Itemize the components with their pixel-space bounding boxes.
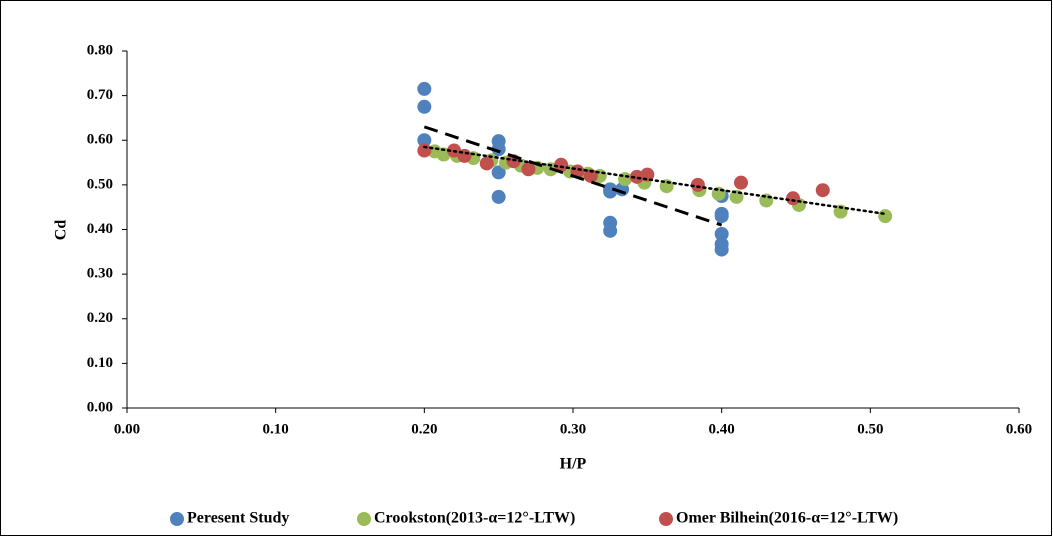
point xyxy=(786,191,801,206)
point xyxy=(629,169,644,184)
point xyxy=(690,177,705,192)
legend-marker xyxy=(170,512,184,526)
point xyxy=(759,193,774,208)
point xyxy=(491,189,506,204)
y-tick-label: 0.50 xyxy=(87,176,113,192)
y-tick-label: 0.10 xyxy=(87,355,113,371)
point xyxy=(417,143,432,158)
point xyxy=(554,157,569,172)
point xyxy=(603,223,618,238)
point xyxy=(417,99,432,114)
x-tick-label: 0.20 xyxy=(411,421,437,437)
point xyxy=(714,242,729,257)
point xyxy=(733,175,748,190)
legend-label: Omer Bilhein(2016-α=12°-LTW) xyxy=(676,510,898,527)
x-tick-label: 0.00 xyxy=(114,421,140,437)
y-tick-label: 0.60 xyxy=(87,132,113,148)
y-tick-label: 0.30 xyxy=(87,266,113,282)
trendline xyxy=(423,125,723,227)
point xyxy=(491,142,506,157)
point xyxy=(603,184,618,199)
y-tick-label: 0.80 xyxy=(87,42,113,58)
x-tick-label: 0.10 xyxy=(263,421,289,437)
x-tick-label: 0.40 xyxy=(709,421,735,437)
legend-marker xyxy=(357,512,371,526)
legend-marker xyxy=(659,512,673,526)
legend-label: Crookston(2013-α=12°-LTW) xyxy=(374,510,575,527)
point xyxy=(417,133,432,148)
point xyxy=(714,209,729,224)
x-tick-label: 0.50 xyxy=(857,421,883,437)
point xyxy=(833,204,848,219)
trendline xyxy=(423,145,887,216)
point xyxy=(878,209,893,224)
point xyxy=(815,183,830,198)
y-tick-label: 0.40 xyxy=(87,221,113,237)
x-tick-label: 0.30 xyxy=(560,421,586,437)
legend-label: Peresent Study xyxy=(187,510,289,527)
x-axis-label: H/P xyxy=(560,456,587,473)
point xyxy=(479,156,494,171)
point xyxy=(417,81,432,96)
y-tick-label: 0.20 xyxy=(87,310,113,326)
y-axis-label: Cd xyxy=(53,220,70,241)
point xyxy=(521,162,536,177)
point xyxy=(714,226,729,241)
y-tick-label: 0.70 xyxy=(87,87,113,103)
y-tick-label: 0.00 xyxy=(87,399,113,415)
point xyxy=(711,186,726,201)
point xyxy=(491,165,506,180)
point xyxy=(583,168,598,183)
x-tick-label: 0.60 xyxy=(1006,421,1032,437)
